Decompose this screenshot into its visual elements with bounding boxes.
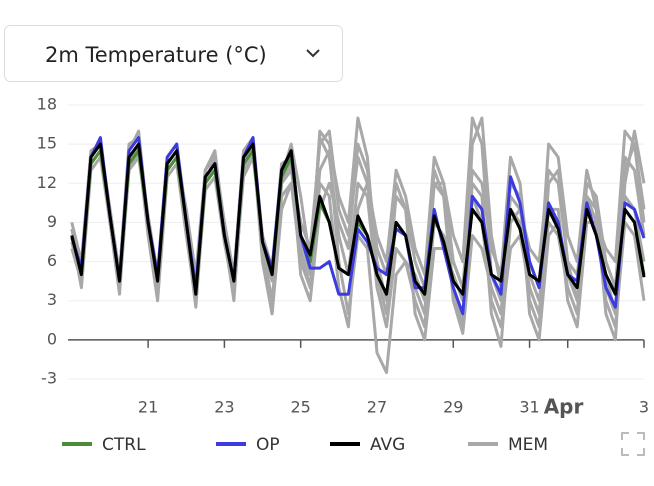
legend-label: OP <box>256 435 280 455</box>
y-tick-label: 3 <box>47 290 57 309</box>
y-tick-label: 9 <box>47 212 57 231</box>
fullscreen-icon[interactable] <box>621 432 645 456</box>
x-tick-label: Apr <box>544 395 584 419</box>
legend-label: MEM <box>508 435 548 455</box>
series-line <box>70 136 646 316</box>
y-tick-label: -3 <box>41 369 57 388</box>
chart-title: 2m Temperature (°C) <box>45 43 267 67</box>
x-tick-label: 25 <box>291 398 311 417</box>
y-tick-label: 15 <box>37 134 57 153</box>
y-tick-label: 0 <box>47 329 57 348</box>
x-tick-label: 29 <box>443 398 463 417</box>
dropdown-chevron <box>306 49 320 58</box>
x-tick-label: 3 <box>639 398 649 417</box>
y-tick-label: 6 <box>47 251 57 270</box>
x-tick-label: 27 <box>367 398 387 417</box>
x-tick-label: 21 <box>138 398 158 417</box>
legend-label: CTRL <box>102 435 146 455</box>
y-tick-label: 18 <box>37 95 57 114</box>
y-tick-label: 12 <box>37 173 57 192</box>
x-tick-label: 23 <box>214 398 234 417</box>
legend-label: AVG <box>370 435 405 455</box>
x-tick-label: 31 <box>519 398 539 417</box>
variable-dropdown[interactable] <box>4 25 343 82</box>
series-line <box>70 142 646 296</box>
